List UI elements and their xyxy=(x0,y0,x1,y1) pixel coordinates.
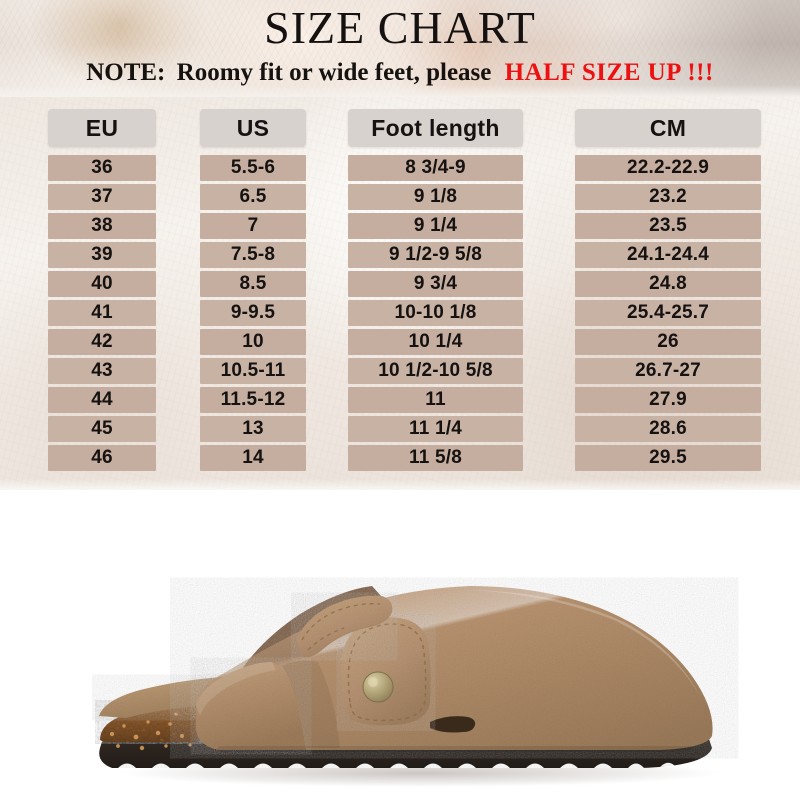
banner-bottom-fade xyxy=(0,85,800,97)
shoe-vamp-panel xyxy=(196,662,306,750)
cork-midsole xyxy=(100,702,200,742)
table-cell: 23.5 xyxy=(575,213,761,239)
table-cell: 6.5 xyxy=(200,184,306,210)
table-cell: 9 1/4 xyxy=(348,213,523,239)
table-cell: 25.4-25.7 xyxy=(575,300,761,326)
table-cell: 41 xyxy=(48,300,156,326)
note-text: Roomy fit or wide feet, please xyxy=(176,59,492,86)
table-cell: 10 1/2-10 5/8 xyxy=(348,358,523,384)
table-cell: 27.9 xyxy=(575,387,761,413)
strap-upper-segment xyxy=(296,595,393,658)
table-cell: 11 xyxy=(348,387,523,413)
table-cell: 45 xyxy=(48,416,156,442)
column-header-eu: EU xyxy=(48,109,156,147)
note-emphasis: HALF SIZE UP !!! xyxy=(504,59,714,86)
table-cell: 9-9.5 xyxy=(200,300,306,326)
column-header-foot-length: Foot length xyxy=(348,109,523,147)
sole-tread xyxy=(118,762,675,768)
table-cell: 10.5-11 xyxy=(200,358,306,384)
cork-speckles xyxy=(109,712,192,751)
size-table: EU US Foot length CM 36 5.5-6 8 3/4-9 22.2-22.9… xyxy=(0,97,800,495)
table-cell: 9 3/4 xyxy=(348,271,523,297)
table-cell: 42 xyxy=(48,329,156,355)
table-cell: 10 xyxy=(200,329,306,355)
table-cell: 9 1/8 xyxy=(348,184,523,210)
table-cell: 40 xyxy=(48,271,156,297)
table-cell: 28.6 xyxy=(575,416,761,442)
shoe-strap xyxy=(341,617,431,726)
table-cell: 29.5 xyxy=(575,445,761,471)
strap-stud xyxy=(362,671,394,703)
table-cell: 14 xyxy=(200,445,306,471)
table-cell: 24.1-24.4 xyxy=(575,242,761,268)
table-cell: 9 1/2-9 5/8 xyxy=(348,242,523,268)
table-cell: 26 xyxy=(575,329,761,355)
table-cell: 38 xyxy=(48,213,156,239)
shoe-footbed-edge xyxy=(99,677,236,718)
table-cell: 46 xyxy=(48,445,156,471)
banner-texture-overlay xyxy=(0,0,800,97)
table-cell: 24.8 xyxy=(575,271,761,297)
strap-slot xyxy=(430,716,476,733)
table-cell: 37 xyxy=(48,184,156,210)
table-cell: 11 1/4 xyxy=(348,416,523,442)
product-photo xyxy=(0,490,800,800)
table-cell: 13 xyxy=(200,416,306,442)
table-cell: 36 xyxy=(48,155,156,181)
note-line: NOTE: Roomy fit or wide feet, please HAL… xyxy=(0,58,800,88)
column-header-us: US xyxy=(200,109,306,147)
table-cell: 8.5 xyxy=(200,271,306,297)
table-cell: 10 1/4 xyxy=(348,329,523,355)
table-cell: 5.5-6 xyxy=(200,155,306,181)
table-cell: 39 xyxy=(48,242,156,268)
table-cell: 7.5-8 xyxy=(200,242,306,268)
table-cell: 11 5/8 xyxy=(348,445,523,471)
banner-background-photo xyxy=(0,0,800,97)
page-title: SIZE CHART xyxy=(264,2,536,53)
table-cell: 11.5-12 xyxy=(200,387,306,413)
size-table-section: EU US Foot length CM 36 5.5-6 8 3/4-9 22.2-22.9… xyxy=(0,97,800,495)
table-cell: 26.7-27 xyxy=(575,358,761,384)
table-cell: 43 xyxy=(48,358,156,384)
note-label: NOTE: xyxy=(86,59,166,86)
banner-fade-overlay xyxy=(0,0,800,97)
header-banner: SIZE CHART NOTE: Roomy fit or wide feet,… xyxy=(0,0,800,97)
table-cell: 8 3/4-9 xyxy=(348,155,523,181)
table-cell: 7 xyxy=(200,213,306,239)
table-cell: 10-10 1/8 xyxy=(348,300,523,326)
table-cell: 23.2 xyxy=(575,184,761,210)
column-header-cm: CM xyxy=(575,109,761,147)
table-cell: 22.2-22.9 xyxy=(575,155,761,181)
table-cell: 44 xyxy=(48,387,156,413)
